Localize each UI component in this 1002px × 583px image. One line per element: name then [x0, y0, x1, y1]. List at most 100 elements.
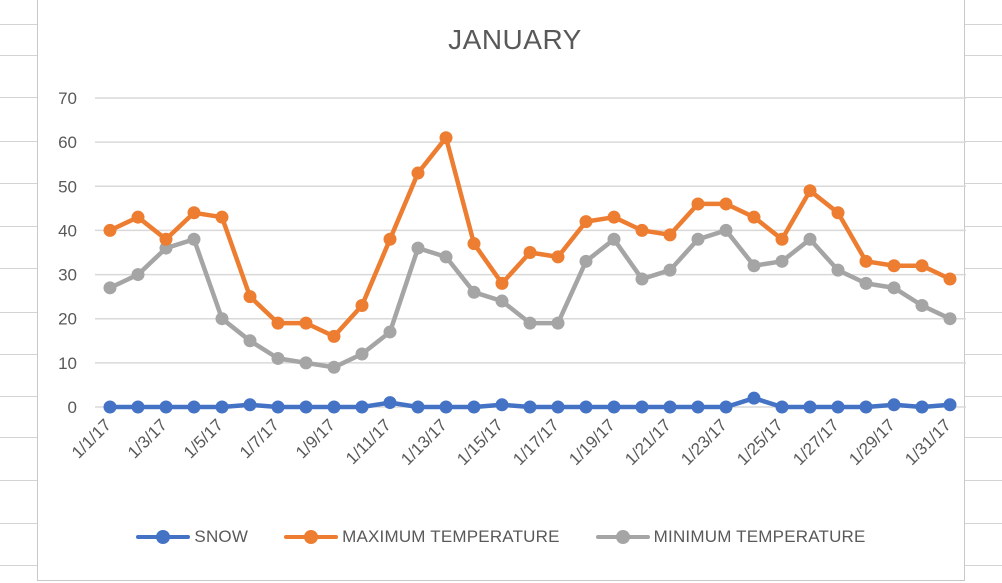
legend-item-snow[interactable]: SNOW	[136, 527, 248, 547]
y-tick-label-0: 0	[68, 398, 77, 417]
x-tick-label-1-1-17: 1/1/17	[68, 415, 115, 462]
point-maximum-temperature-29	[887, 259, 901, 273]
x-tick-label-1-3-17: 1/3/17	[124, 415, 171, 462]
point-minimum-temperature-1	[103, 281, 117, 295]
point-minimum-temperature-12	[411, 241, 425, 255]
point-minimum-temperature-11	[383, 325, 397, 339]
point-snow-17	[551, 400, 565, 414]
y-tick-label-50: 50	[58, 177, 77, 196]
point-snow-13	[439, 400, 453, 414]
x-tick-label-1-27-17: 1/27/17	[789, 415, 843, 469]
point-maximum-temperature-20	[635, 223, 649, 237]
point-snow-23	[719, 400, 733, 414]
y-tick-label-30: 30	[58, 266, 77, 285]
legend-swatch-minimum-temperature	[595, 530, 650, 544]
x-tick-label-1-29-17: 1/29/17	[845, 415, 899, 469]
point-maximum-temperature-30	[915, 259, 929, 273]
legend-swatch-snow	[136, 530, 191, 544]
point-minimum-temperature-21	[663, 263, 677, 277]
point-snow-24	[747, 391, 761, 405]
point-maximum-temperature-23	[719, 197, 733, 211]
point-minimum-temperature-23	[719, 223, 733, 237]
point-snow-29	[887, 398, 901, 412]
point-snow-19	[607, 400, 621, 414]
point-snow-20	[635, 400, 649, 414]
chart-area[interactable]	[37, 0, 965, 581]
point-snow-11	[383, 396, 397, 410]
x-tick-label-1-7-17: 1/7/17	[236, 415, 283, 462]
legend-item-minimum-temperature[interactable]: MINIMUM TEMPERATURE	[595, 527, 866, 547]
point-minimum-temperature-22	[691, 232, 705, 246]
point-snow-28	[859, 400, 873, 414]
point-maximum-temperature-25	[775, 232, 789, 246]
point-maximum-temperature-14	[467, 237, 481, 251]
x-tick-label-1-13-17: 1/13/17	[397, 415, 451, 469]
legend-item-maximum-temperature[interactable]: MAXIMUM TEMPERATURE	[284, 527, 560, 547]
point-maximum-temperature-16	[523, 246, 537, 259]
point-maximum-temperature-7	[271, 316, 285, 330]
point-minimum-temperature-6	[243, 334, 257, 348]
point-maximum-temperature-2	[131, 210, 145, 224]
point-minimum-temperature-2	[131, 268, 145, 282]
point-snow-2	[131, 400, 145, 414]
point-snow-30	[915, 400, 929, 414]
point-minimum-temperature-7	[271, 351, 285, 365]
point-maximum-temperature-19	[607, 210, 621, 224]
point-minimum-temperature-8	[299, 356, 313, 370]
point-snow-12	[411, 400, 425, 414]
x-tick-label-1-9-17: 1/9/17	[292, 415, 339, 462]
point-snow-21	[663, 400, 677, 414]
point-maximum-temperature-24	[747, 210, 761, 224]
y-tick-label-60: 60	[58, 133, 77, 152]
point-snow-5	[215, 400, 229, 414]
point-maximum-temperature-12	[411, 166, 425, 180]
point-maximum-temperature-26	[803, 184, 817, 198]
point-maximum-temperature-10	[355, 298, 369, 312]
point-minimum-temperature-27	[831, 263, 845, 277]
y-tick-label-10: 10	[58, 354, 77, 373]
point-snow-27	[831, 400, 845, 414]
point-maximum-temperature-13	[439, 131, 453, 145]
x-tick-label-1-31-17: 1/31/17	[901, 415, 955, 469]
legend-label-snow: SNOW	[194, 527, 249, 546]
point-maximum-temperature-22	[691, 197, 705, 211]
x-tick-label-1-11-17: 1/11/17	[342, 415, 395, 468]
point-snow-22	[691, 400, 705, 414]
point-maximum-temperature-4	[187, 206, 201, 220]
point-minimum-temperature-19	[607, 232, 621, 246]
point-minimum-temperature-28	[859, 276, 873, 290]
chart-legend: SNOW MAXIMUM TEMPERATURE MINIMUM TEMPERA…	[0, 522, 1002, 552]
x-tick-label-1-21-17: 1/21/17	[621, 415, 675, 469]
point-snow-15	[495, 398, 509, 412]
point-minimum-temperature-4	[187, 232, 201, 246]
legend-label-minimum-temperature: MINIMUM TEMPERATURE	[653, 527, 866, 546]
point-snow-6	[243, 398, 257, 412]
point-minimum-temperature-14	[467, 285, 481, 299]
x-tick-label-1-25-17: 1/25/17	[733, 415, 787, 469]
point-snow-16	[523, 400, 537, 414]
y-tick-label-40: 40	[58, 221, 77, 240]
x-tick-label-1-5-17: 1/5/17	[180, 415, 227, 462]
point-maximum-temperature-18	[579, 215, 593, 229]
point-minimum-temperature-9	[327, 360, 341, 374]
point-maximum-temperature-5	[215, 210, 229, 224]
point-maximum-temperature-21	[663, 228, 677, 242]
series-line-maximum-temperature	[107, 135, 953, 339]
point-maximum-temperature-17	[551, 250, 565, 264]
x-tick-label-1-17-17: 1/17/17	[509, 415, 563, 469]
point-minimum-temperature-13	[439, 250, 453, 264]
point-minimum-temperature-29	[887, 281, 901, 295]
y-tick-label-20: 20	[58, 310, 77, 329]
point-snow-31	[943, 398, 957, 412]
y-tick-label-70: 70	[58, 89, 77, 108]
point-snow-8	[299, 400, 313, 414]
point-maximum-temperature-15	[495, 276, 509, 290]
point-maximum-temperature-1	[103, 223, 117, 237]
x-tick-label-1-23-17: 1/23/17	[677, 415, 731, 469]
point-minimum-temperature-25	[775, 254, 789, 268]
point-maximum-temperature-8	[299, 316, 313, 330]
point-minimum-temperature-31	[943, 312, 957, 326]
point-minimum-temperature-20	[635, 272, 649, 286]
legend-label-maximum-temperature: MAXIMUM TEMPERATURE	[342, 527, 560, 546]
